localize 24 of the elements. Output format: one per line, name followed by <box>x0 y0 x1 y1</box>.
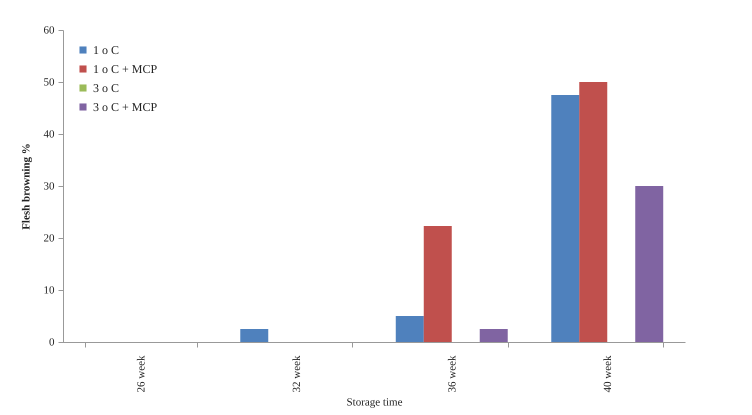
bar <box>635 186 664 342</box>
legend-label: 1 o C <box>93 43 120 57</box>
x-tick-label: 36 week <box>446 355 458 392</box>
y-axis-title: Flesh browning % <box>20 143 32 230</box>
y-tick-label: 50 <box>44 76 55 88</box>
legend-label: 1 o C + MCP <box>93 62 158 76</box>
bar <box>551 95 580 342</box>
x-tick-label: 40 week <box>602 355 614 392</box>
x-tick-label: 32 week <box>290 355 303 392</box>
legend-label: 3 o C <box>93 81 120 95</box>
bar <box>480 329 508 342</box>
y-tick-label: 10 <box>44 284 55 296</box>
y-tick-label: 20 <box>44 232 55 244</box>
x-axis-title: Storage time <box>346 396 403 408</box>
bar <box>240 329 268 342</box>
y-tick-label: 40 <box>44 128 55 140</box>
bar <box>579 82 608 342</box>
y-tick-label: 30 <box>44 180 55 192</box>
legend-label: 3 o C + MCP <box>93 100 158 114</box>
y-tick-label: 0 <box>49 336 55 348</box>
y-tick-label: 60 <box>44 24 55 36</box>
bar <box>396 316 424 342</box>
x-tick-label: 26 week <box>135 355 148 392</box>
bar <box>424 226 452 342</box>
